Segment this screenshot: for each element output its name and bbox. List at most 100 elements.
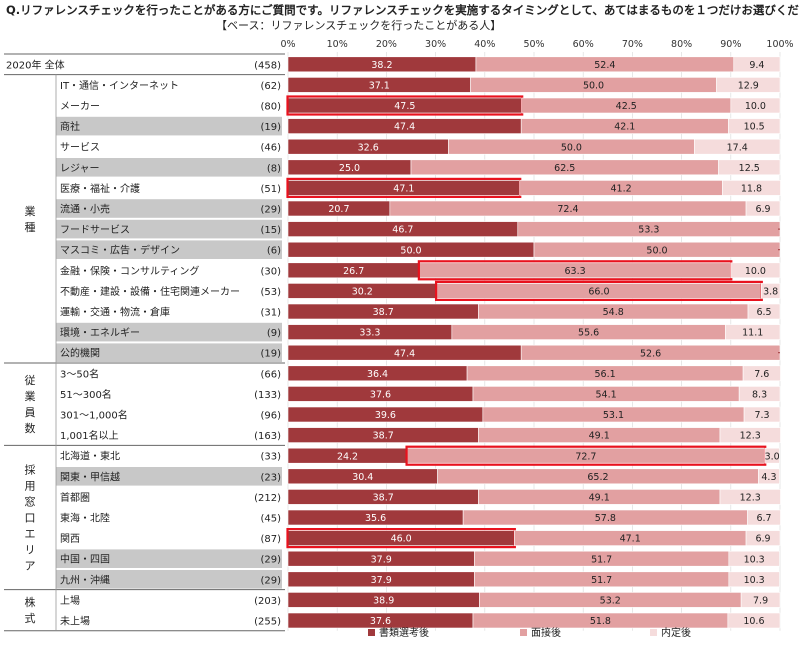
data-label: 63.3 — [565, 266, 586, 277]
row-n: (51) — [260, 184, 281, 195]
data-label: 3.8 — [763, 287, 778, 298]
bar-segment — [719, 427, 781, 443]
x-tick-label: 10% — [327, 39, 348, 50]
data-label: 37.1 — [369, 81, 390, 92]
data-label: 53.3 — [638, 225, 659, 236]
bar-segment — [742, 365, 781, 382]
legend-swatch — [368, 629, 375, 636]
data-label: 3.0 — [765, 451, 780, 462]
row-n: (19) — [260, 349, 281, 360]
data-label: 12.5 — [739, 163, 760, 174]
row-label: 51～300名 — [60, 388, 112, 401]
data-label: 10.5 — [744, 122, 765, 133]
x-tick-label: 40% — [474, 39, 495, 50]
x-tick-label: 50% — [523, 39, 544, 50]
row-n: (9) — [267, 328, 281, 339]
data-label: 17.4 — [727, 142, 748, 153]
x-tick-label: 70% — [622, 39, 643, 50]
legend-swatch — [520, 629, 527, 636]
data-label: 12.3 — [740, 493, 761, 504]
data-label: 39.6 — [375, 410, 396, 421]
row-n: (8) — [267, 163, 281, 174]
data-label: 72.4 — [557, 204, 578, 215]
row-n: (6) — [267, 246, 281, 257]
row-n: (458) — [254, 60, 281, 71]
row-label: 未上場 — [60, 615, 90, 628]
x-tick-label: 100% — [766, 39, 793, 50]
data-label: 49.1 — [589, 493, 610, 504]
shaded-label-cell — [56, 549, 282, 568]
data-label: 51.7 — [591, 554, 612, 565]
group-label-char: 株 — [25, 595, 36, 609]
legend-label: 書類選考後 — [379, 626, 429, 639]
bar-segment — [733, 56, 781, 73]
row-n: (29) — [260, 205, 281, 216]
data-label: 55.6 — [578, 328, 599, 339]
bar-segment — [761, 283, 781, 299]
x-tick-label: 80% — [671, 39, 692, 50]
bar-segment — [764, 447, 780, 464]
row-label: 流通・小売 — [60, 203, 110, 216]
data-label: 65.2 — [587, 472, 608, 483]
group-label-char: 種 — [25, 220, 36, 234]
data-label: 54.1 — [595, 390, 616, 401]
shaded-label-cell — [56, 467, 282, 486]
bar-segment — [747, 303, 781, 320]
row-n: (33) — [260, 452, 281, 463]
data-label: 38.7 — [373, 493, 394, 504]
x-tick-label: 20% — [376, 39, 397, 50]
data-label: 30.4 — [352, 472, 373, 483]
data-label: 10.3 — [744, 554, 765, 565]
data-label: 53.1 — [603, 410, 624, 421]
row-label: 環境・エネルギー — [60, 326, 140, 339]
row-n: (66) — [260, 369, 281, 380]
data-label: 25.0 — [339, 163, 360, 174]
data-label: 8.3 — [752, 390, 767, 401]
row-n: (80) — [260, 102, 281, 113]
row-n: (23) — [260, 472, 281, 483]
row-label: 運輸・交通・物流・倉庫 — [60, 306, 170, 319]
row-n: (212) — [254, 493, 281, 504]
legend-label: 面接後 — [531, 626, 561, 639]
x-tick-label: 0% — [280, 39, 295, 50]
data-label: 47.1 — [620, 534, 641, 545]
shaded-label-cell — [56, 322, 282, 342]
bar-segment — [718, 159, 781, 176]
data-label: 47.1 — [393, 184, 414, 195]
row-label: 不動産・建設・設備・住宅関連メーカー — [60, 285, 240, 298]
data-label: 10.3 — [744, 575, 765, 586]
bar-segment — [719, 489, 781, 505]
data-label: 36.4 — [367, 369, 388, 380]
row-label: 1,001名以上 — [60, 429, 119, 442]
data-label: 51.7 — [591, 575, 612, 586]
data-label: 26.7 — [343, 266, 364, 277]
row-n: (96) — [260, 411, 281, 422]
bar-segment — [722, 180, 781, 196]
row-label: 301～1,000名 — [60, 409, 128, 422]
data-label: 57.8 — [595, 513, 616, 524]
data-label: 72.7 — [575, 451, 596, 462]
bar-segment — [738, 386, 781, 402]
row-label: 3～50名 — [60, 367, 99, 380]
data-label: 11.8 — [741, 184, 762, 195]
row-label: レジャー — [60, 163, 100, 174]
data-label: 52.6 — [640, 348, 661, 359]
x-tick-label: 60% — [573, 39, 594, 50]
row-label: 九州・沖縄 — [60, 573, 110, 586]
bar-segment — [728, 118, 781, 134]
bar-segment — [745, 530, 781, 546]
data-label: 50.0 — [561, 142, 582, 153]
data-label: 66.0 — [588, 287, 609, 298]
bar-segment — [728, 550, 780, 567]
row-label: マスコミ・広告・デザイン — [60, 244, 180, 257]
group-label-char: 式 — [25, 612, 36, 625]
row-label: 2020年 全体 — [6, 58, 65, 71]
data-label: 54.8 — [603, 307, 624, 318]
data-label: 12.3 — [740, 431, 761, 442]
data-label: 9.4 — [749, 60, 764, 71]
bar-segment — [758, 468, 780, 485]
row-label: 関西 — [60, 533, 80, 545]
data-label: 38.9 — [373, 596, 394, 607]
row-label: 上場 — [60, 594, 80, 607]
